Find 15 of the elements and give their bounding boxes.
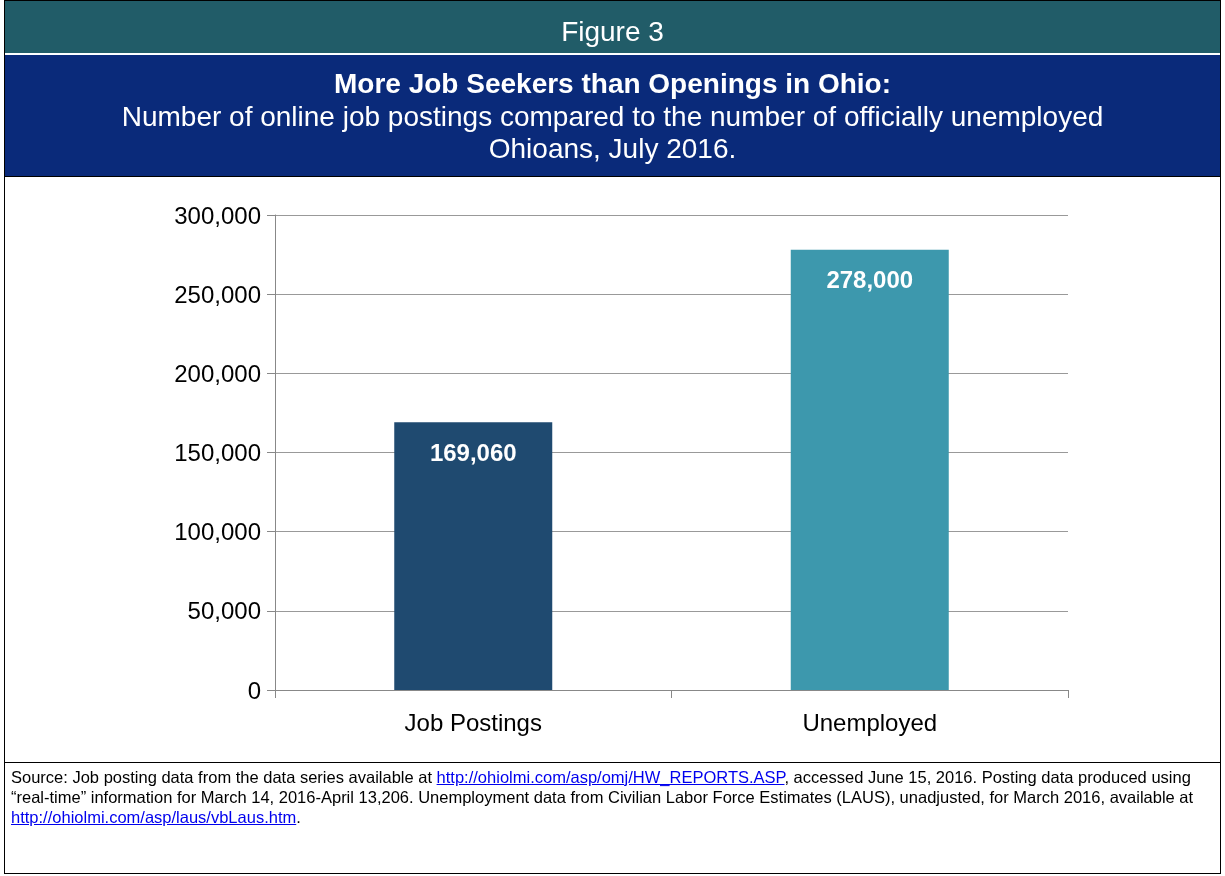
y-tick-label: 150,000 bbox=[174, 439, 261, 466]
chart-subtitle: Number of online job postings compared to the number of officially unemployed Ohioans, July 2016. bbox=[120, 101, 1105, 165]
source-note: Source: Job posting data from the data series available at http://ohiolmi.com/asp/omj/HW_REPORTS.ASP, accessed June 15, 2016. Posting data produced using “real-time” information for March 14, 2016-April 13,206. Unemployment data from Civilian Labor Force Estimates (LAUS), unadjusted, for March 2016, available at http://ohiolmi.com/asp/laus/vbLaus.htm. bbox=[5, 762, 1220, 874]
x-tick-label: Unemployed bbox=[802, 708, 938, 736]
y-tick-label: 300,000 bbox=[174, 201, 261, 229]
caption: Figure 3 bbox=[5, 1, 1220, 55]
y-tick-label: 50,000 bbox=[187, 597, 261, 625]
y-tick-label: 250,000 bbox=[174, 280, 261, 308]
x-tick-label: Job Postings bbox=[404, 708, 542, 736]
data-label: 278,000 bbox=[826, 266, 914, 294]
chart-title: More Job Seekers than Openings in Ohio: bbox=[333, 67, 892, 101]
y-tick-label: 0 bbox=[247, 676, 261, 704]
data-label: 169,060 bbox=[429, 438, 517, 466]
y-tick-label: 100,000 bbox=[174, 518, 261, 546]
y-tick-label: 200,000 bbox=[174, 359, 261, 387]
